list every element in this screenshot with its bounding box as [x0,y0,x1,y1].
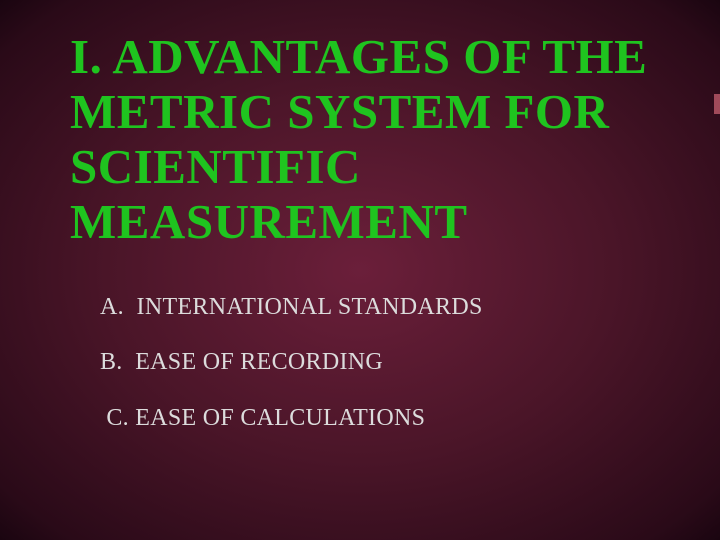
bullet-list: A. INTERNATIONAL STANDARDS B. EASE OF RE… [70,294,660,433]
edge-marker [714,94,720,114]
bullet-text: EASE OF CALCULATIONS [135,405,425,431]
slide-container: I. ADVANTAGES OF THE METRIC SYSTEM FOR S… [0,0,720,540]
bullet-label: B. [100,349,123,375]
bullet-label: A. [100,294,124,320]
list-item: C. EASE OF CALCULATIONS [100,405,660,433]
list-item: A. INTERNATIONAL STANDARDS [100,294,660,322]
bullet-text: INTERNATIONAL STANDARDS [137,294,483,320]
list-item: B. EASE OF RECORDING [100,349,660,377]
slide-title: I. ADVANTAGES OF THE METRIC SYSTEM FOR S… [70,30,660,250]
bullet-text: EASE OF RECORDING [135,349,383,375]
bullet-label: C. [106,405,129,431]
